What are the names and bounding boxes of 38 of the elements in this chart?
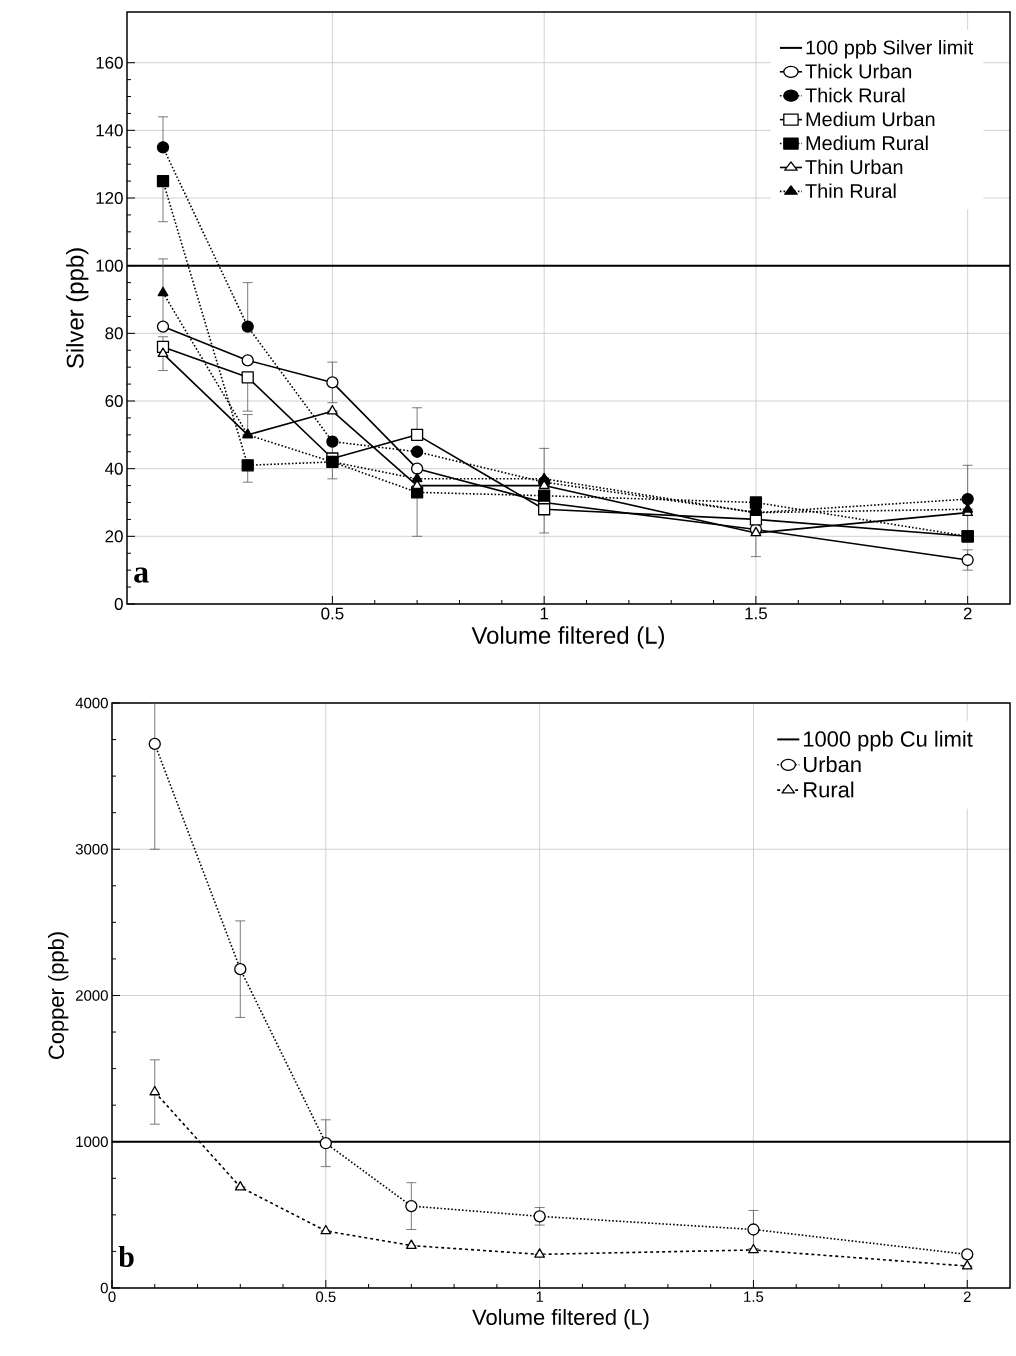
- y-tick-label: 120: [96, 192, 123, 205]
- y-tick-label: 4000: [75, 697, 108, 709]
- y-tick-label: 3000: [75, 843, 108, 855]
- y-tick-label: 40: [105, 462, 123, 475]
- y-tick-label: 80: [105, 327, 123, 340]
- x-axis-title: Volume filtered (L): [472, 1308, 649, 1330]
- y-tick-label: 60: [105, 395, 123, 408]
- x-tick-label: 2: [963, 1291, 971, 1302]
- legend-label: Medium Rural: [806, 135, 928, 151]
- legend-label: Urban: [804, 756, 861, 773]
- y-tick-label: 2000: [75, 990, 108, 1001]
- x-tick-label: 1.5: [745, 607, 767, 620]
- y-tick-label: 0: [100, 1282, 108, 1294]
- annotation: b: [118, 1245, 134, 1267]
- y-axis-title: Silver (ppb): [66, 248, 89, 369]
- y-tick-label: 140: [96, 124, 123, 137]
- y-tick-label: 1000: [76, 1136, 108, 1148]
- y-tick-label: 0: [114, 597, 123, 610]
- x-tick-label: 1: [536, 1291, 544, 1302]
- x-tick-label: 1.5: [744, 1291, 764, 1302]
- legend-label: Thick Rural: [805, 87, 905, 103]
- y-tick-label: 100: [96, 259, 123, 272]
- x-tick-label: 0.5: [316, 1291, 336, 1303]
- x-axis-title: Volume filtered (L): [471, 626, 664, 649]
- y-tick-label: 160: [96, 56, 123, 69]
- legend-label: Thin Urban: [805, 159, 903, 175]
- y-axis-title: Copper (ppb): [47, 932, 69, 1059]
- x-tick-label: 2: [963, 607, 972, 620]
- legend-label: Rural: [804, 781, 854, 798]
- x-tick-label: 0.5: [321, 607, 344, 620]
- y-tick-label: 20: [105, 530, 123, 543]
- x-tick-label: 1: [540, 607, 549, 620]
- legend-label: 1000 ppb Cu limit: [803, 730, 973, 752]
- legend-label: Medium Urban: [806, 111, 935, 127]
- annotation: a: [134, 567, 149, 583]
- legend-label: Thin Rural: [805, 183, 896, 199]
- legend-label: Thick Urban: [805, 63, 912, 79]
- legend-label: 100 ppb Silver limit: [806, 39, 974, 59]
